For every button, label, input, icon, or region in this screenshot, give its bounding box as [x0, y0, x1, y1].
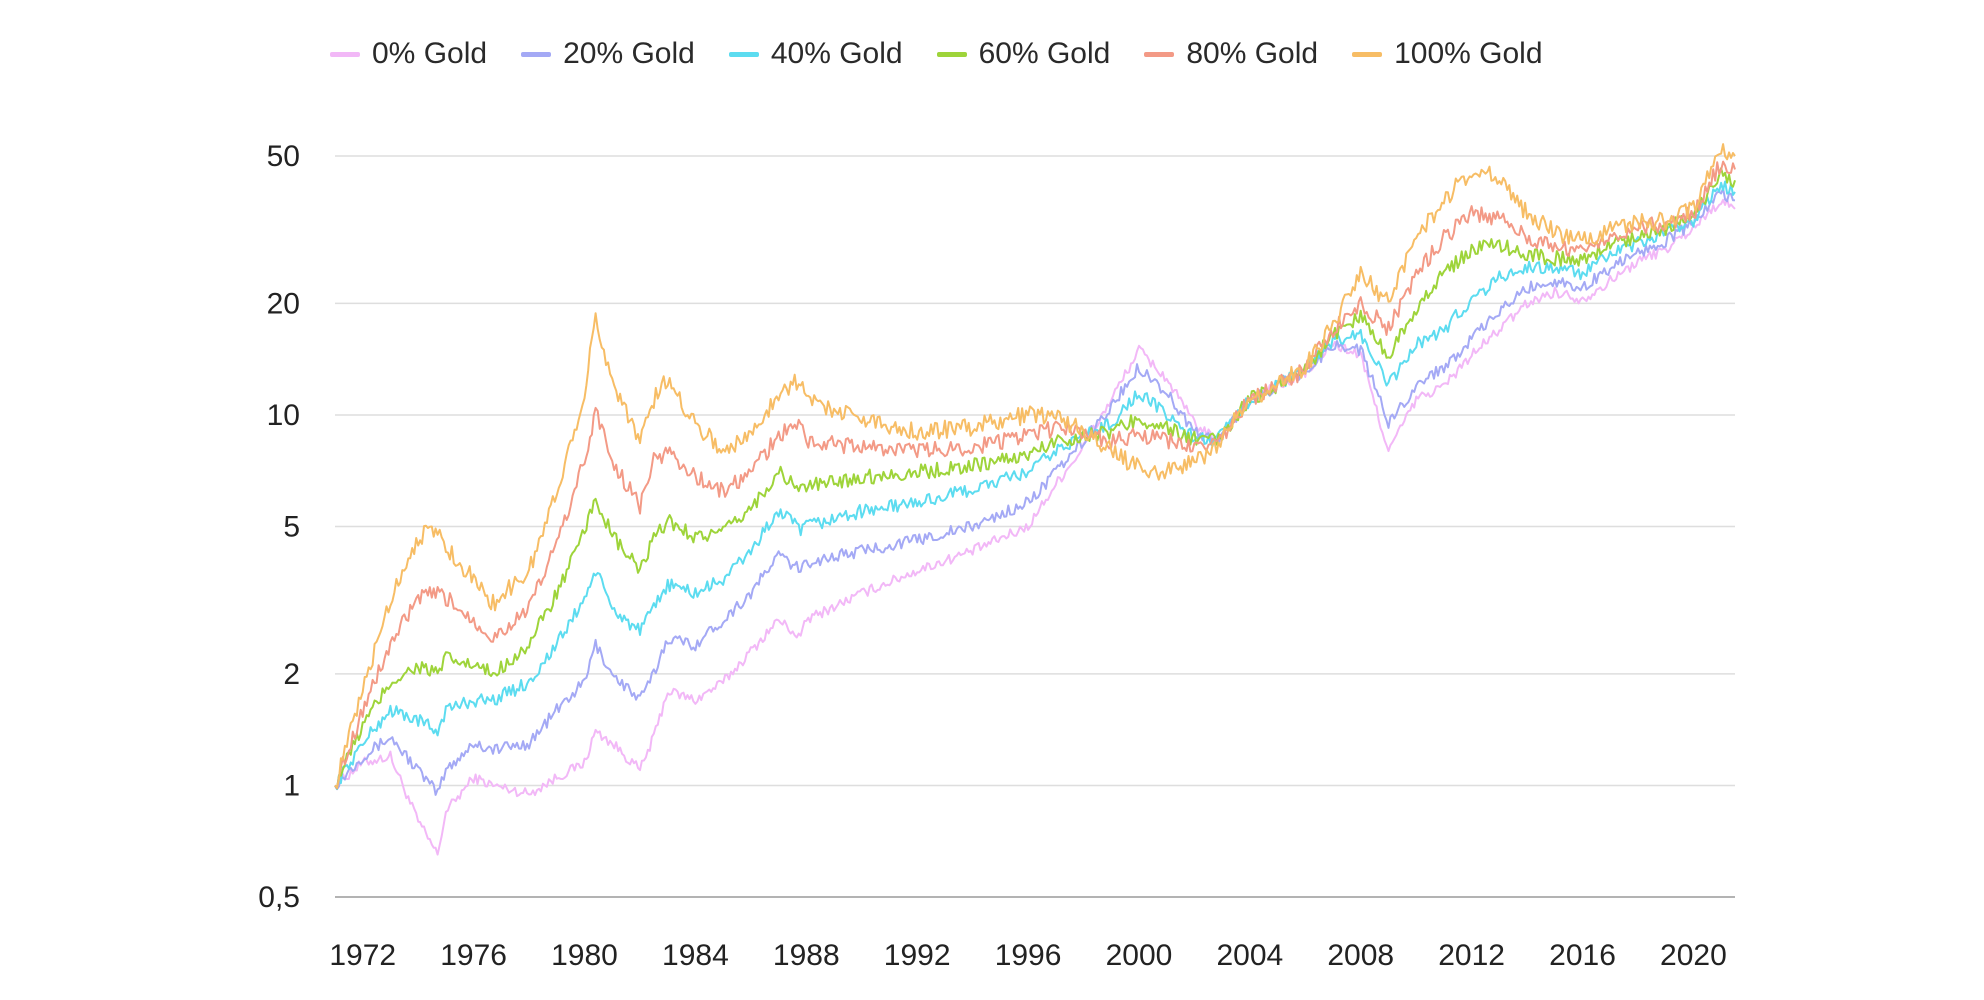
- legend-item[interactable]: 60% Gold: [936, 37, 1111, 71]
- legend-item[interactable]: 100% Gold: [1352, 37, 1543, 71]
- x-tick-label: 2004: [1216, 939, 1283, 972]
- legend-swatch: [728, 51, 759, 57]
- x-tick-label: 1988: [773, 939, 840, 972]
- x-tick-label: 2020: [1660, 939, 1727, 972]
- legend-label: 40% Gold: [770, 37, 903, 70]
- series-line: [334, 180, 1736, 790]
- legend: 0% Gold 20% Gold 40% Gold 60% Gold 80% Gold 1…: [330, 30, 1577, 78]
- y-tick-label: 20: [267, 287, 300, 320]
- legend-label: 20% Gold: [563, 37, 695, 70]
- x-tick-label: 2016: [1549, 939, 1616, 972]
- y-tick-label: 10: [267, 399, 300, 432]
- x-tick-label: 1980: [551, 939, 618, 972]
- axes: 0,5 1 2 5 10 20 50 1972 1976 1980 1984 1988 1992 1996…: [258, 140, 1727, 972]
- legend-item[interactable]: 0% Gold: [330, 37, 487, 71]
- y-tick-label: 2: [283, 658, 300, 691]
- x-tick-label: 2012: [1438, 939, 1505, 972]
- legend-label: 60% Gold: [978, 37, 1111, 70]
- x-tick-label: 1976: [440, 939, 507, 972]
- legend-item[interactable]: 80% Gold: [1144, 37, 1318, 71]
- legend-swatch: [521, 51, 552, 57]
- series-lines: [334, 143, 1736, 856]
- y-tick-label: 5: [283, 511, 300, 544]
- x-tick-label: 1984: [662, 939, 729, 972]
- x-tick-label: 2008: [1327, 939, 1394, 972]
- legend-swatch: [1144, 51, 1175, 57]
- legend-item[interactable]: 20% Gold: [521, 37, 695, 71]
- legend-swatch: [1352, 51, 1383, 57]
- x-tick-label: 1972: [329, 939, 396, 972]
- legend-label: 0% Gold: [372, 37, 488, 70]
- legend-swatch: [936, 51, 967, 57]
- series-line: [334, 143, 1736, 789]
- y-tick-label: 1: [283, 769, 300, 802]
- series-line: [334, 160, 1736, 790]
- legend-label: 80% Gold: [1186, 37, 1319, 70]
- x-tick-label: 2000: [1106, 939, 1173, 972]
- legend-swatch: [330, 51, 360, 57]
- y-tick-label: 0,5: [258, 881, 300, 914]
- legend-label: 100% Gold: [1394, 37, 1543, 70]
- series-line: [334, 167, 1736, 790]
- series-line: [334, 197, 1736, 856]
- x-tick-label: 1992: [884, 939, 951, 972]
- x-tick-label: 1996: [995, 939, 1062, 972]
- legend-item[interactable]: 40% Gold: [728, 37, 903, 71]
- series-line: [334, 187, 1736, 796]
- y-tick-label: 50: [267, 140, 300, 173]
